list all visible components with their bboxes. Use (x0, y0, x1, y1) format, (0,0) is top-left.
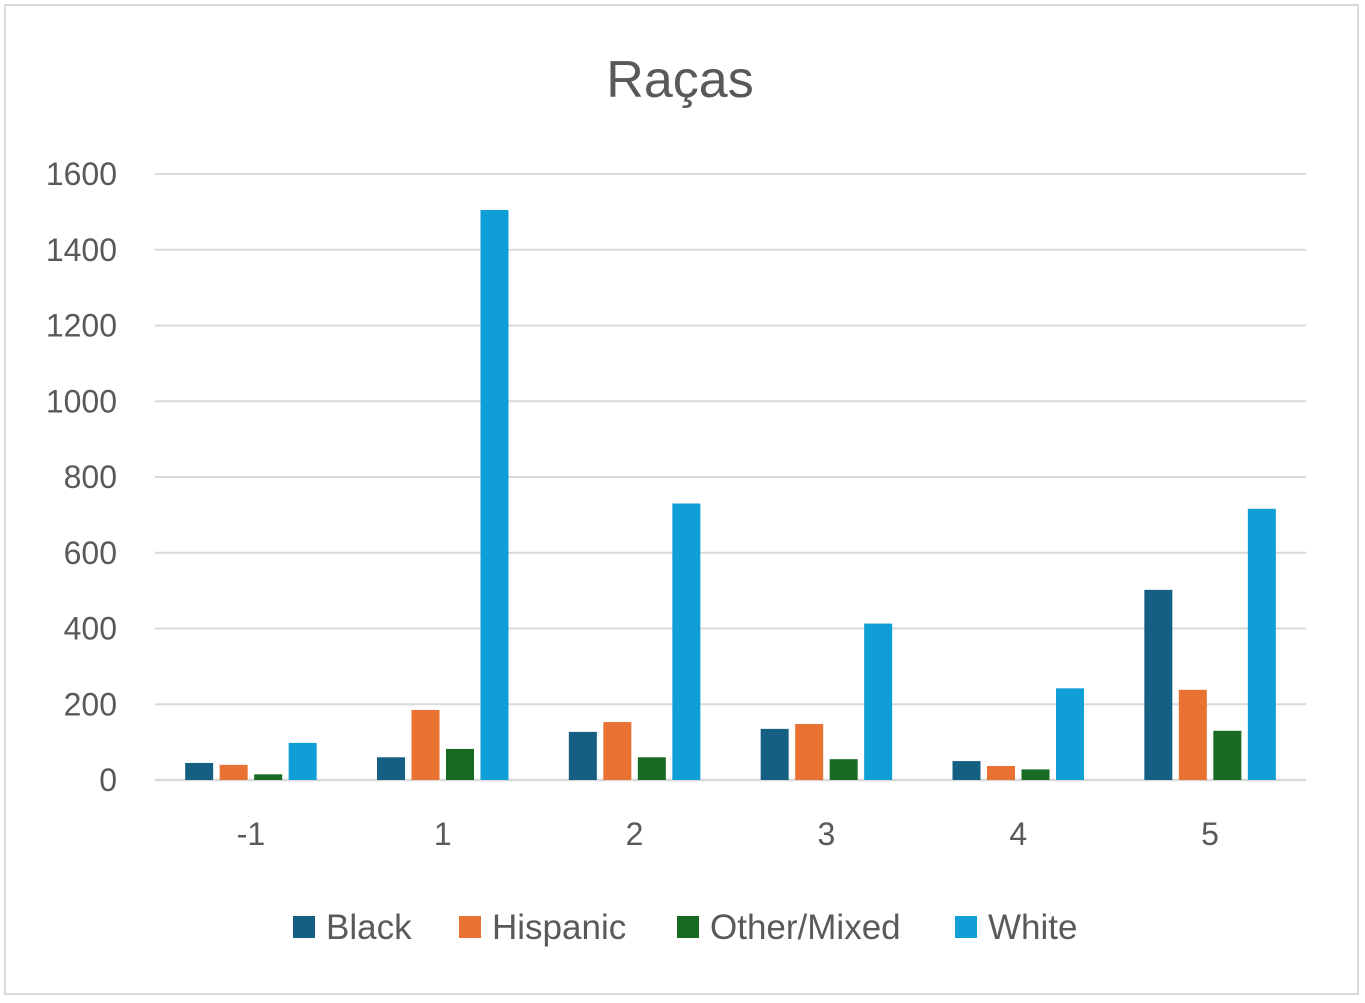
bar-white-1 (480, 209, 509, 780)
bar-other-mixed-1 (446, 748, 474, 780)
chart-title: Raças (606, 51, 753, 109)
x-axis-tick-labels: -1 1 2 3 4 5 (237, 816, 1219, 852)
y-tick-label: 800 (64, 459, 117, 495)
bar-hispanic-3 (795, 723, 824, 780)
legend-item-hispanic: Hispanic (459, 908, 626, 947)
y-tick-label: 1400 (46, 232, 117, 268)
x-tick-label: -1 (237, 816, 265, 852)
legend-swatch (677, 916, 699, 938)
bar-black-3 (760, 728, 789, 780)
bar-other-mixed-3 (829, 759, 858, 780)
x-tick-label: 2 (626, 816, 644, 852)
legend-swatch (459, 916, 481, 938)
legend-item-other-mixed: Other/Mixed (677, 908, 901, 947)
bar-white-2 (672, 503, 701, 780)
y-tick-label: 1000 (46, 383, 117, 419)
legend: Black Hispanic Other/Mixed White (293, 908, 1077, 947)
bar-black-2 (568, 731, 597, 780)
x-tick-label: 3 (818, 816, 836, 852)
gridlines (155, 173, 1306, 782)
legend-label: Black (326, 908, 412, 947)
y-tick-label: 0 (99, 762, 117, 798)
chart-frame (4, 4, 1359, 995)
bar-white-4 (1056, 688, 1084, 780)
bar-black-1 (377, 757, 405, 780)
legend-label: Other/Mixed (710, 908, 901, 947)
bar-white-0 (288, 742, 317, 780)
x-tick-label: 1 (434, 816, 452, 852)
x-tick-label: 4 (1009, 816, 1027, 852)
y-tick-label: 1200 (46, 308, 117, 344)
y-axis-tick-labels: 0 200 400 600 800 1000 1200 1400 1600 (46, 156, 117, 798)
bar-black-0 (185, 762, 214, 780)
bars (185, 209, 1276, 780)
bar-white-3 (864, 623, 893, 780)
bar-hispanic-0 (219, 764, 248, 780)
y-tick-label: 1600 (46, 156, 117, 192)
bar-hispanic-2 (603, 722, 632, 780)
bar-hispanic-5 (1178, 689, 1207, 780)
legend-label: White (988, 908, 1077, 947)
legend-item-white: White (955, 908, 1077, 947)
bar-other-mixed-0 (254, 774, 283, 780)
bar-other-mixed-5 (1213, 730, 1242, 780)
bar-hispanic-1 (411, 709, 440, 780)
legend-item-black: Black (293, 908, 412, 947)
legend-swatch (955, 916, 977, 938)
y-tick-label: 600 (64, 535, 117, 571)
y-tick-label: 400 (64, 611, 117, 647)
y-tick-label: 200 (64, 686, 117, 722)
legend-label: Hispanic (492, 908, 626, 947)
bar-other-mixed-2 (637, 757, 666, 780)
bar-black-4 (952, 761, 981, 780)
bar-other-mixed-4 (1021, 769, 1050, 780)
bar-black-5 (1144, 589, 1173, 780)
legend-swatch (293, 916, 315, 938)
bar-hispanic-4 (987, 765, 1015, 780)
x-tick-label: 5 (1201, 816, 1219, 852)
bar-white-5 (1247, 508, 1276, 780)
